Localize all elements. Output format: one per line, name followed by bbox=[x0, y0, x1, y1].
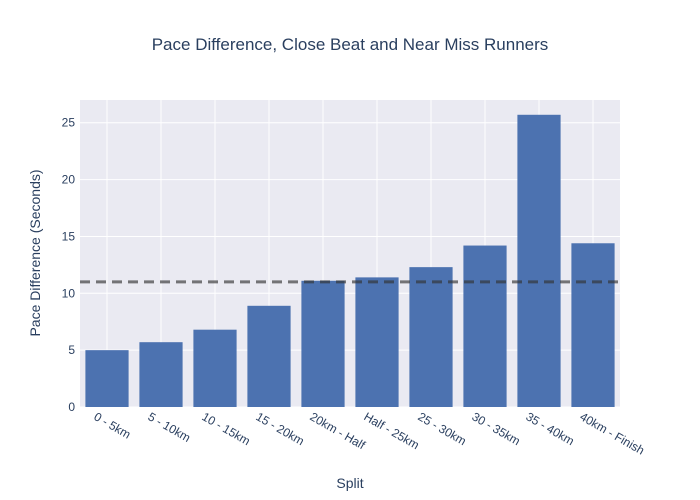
bar bbox=[85, 350, 129, 407]
x-tick-label: 20km - Half bbox=[308, 409, 369, 452]
y-tick-label: 10 bbox=[62, 286, 76, 300]
bar bbox=[301, 280, 345, 407]
x-tick-label: 5 - 10km bbox=[146, 409, 193, 444]
bar-series bbox=[85, 114, 615, 407]
y-tick-label: 0 bbox=[68, 400, 75, 414]
x-tick-label: Half - 25km bbox=[362, 409, 422, 452]
x-tick-label: 15 - 20km bbox=[254, 409, 307, 448]
y-axis-title: Pace Difference (Seconds) bbox=[27, 169, 43, 336]
y-tick-label: 15 bbox=[62, 229, 76, 243]
y-tick-labels: 0 5 10 15 20 25 bbox=[62, 116, 76, 414]
bar bbox=[247, 305, 291, 407]
x-tick-labels: 0 - 5km 5 - 10km 10 - 15km 15 - 20km 20km - … bbox=[92, 409, 647, 457]
bar bbox=[139, 342, 183, 407]
y-tick-label: 5 bbox=[68, 343, 75, 357]
x-axis-title: Split bbox=[336, 475, 363, 491]
x-tick-label: 30 - 35km bbox=[470, 409, 523, 448]
bar bbox=[517, 114, 561, 407]
y-tick-label: 20 bbox=[62, 173, 76, 187]
bar bbox=[463, 245, 507, 407]
bar bbox=[193, 329, 237, 407]
chart-title: Pace Difference, Close Beat and Near Mis… bbox=[152, 35, 549, 54]
x-tick-label: 40km - Finish bbox=[578, 409, 647, 457]
x-tick-label: 35 - 40km bbox=[524, 409, 577, 448]
x-tick-label: 0 - 5km bbox=[92, 409, 134, 441]
bar bbox=[571, 243, 615, 407]
bar bbox=[409, 267, 453, 407]
x-tick-label: 25 - 30km bbox=[416, 409, 469, 448]
bar bbox=[355, 277, 399, 407]
y-tick-label: 25 bbox=[62, 116, 76, 130]
x-tick-label: 10 - 15km bbox=[200, 409, 253, 448]
